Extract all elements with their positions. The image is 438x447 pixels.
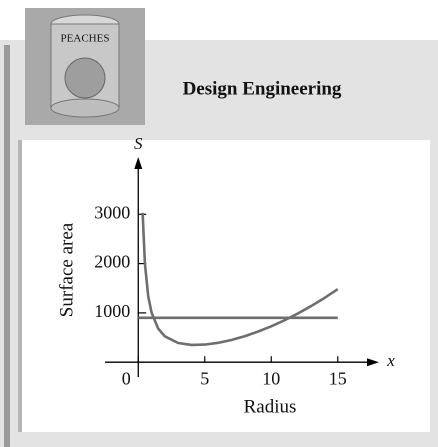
page: PEACHES Design Engineering x S Radius Surfa… [0, 0, 438, 447]
figure: PEACHES Design Engineering x S Radius Surfa… [0, 0, 438, 447]
x-axis-label: Radius [244, 396, 297, 417]
y-tick-label: 1000 [94, 301, 130, 321]
chart-box [18, 140, 430, 432]
x-tick-label: 5 [200, 368, 209, 388]
x-tick-label: 10 [262, 368, 280, 388]
y-axis-label: Surface area [56, 222, 77, 317]
can-label: PEACHES [61, 33, 110, 45]
x-axis-name: x [386, 351, 395, 370]
chart-box-edge [18, 140, 22, 432]
y-tick-label: 2000 [94, 252, 130, 272]
y-tick-label: 3000 [94, 202, 130, 222]
section-title: Design Engineering [183, 78, 342, 99]
panel-edge [4, 45, 10, 447]
x-tick-label: 15 [329, 368, 347, 388]
y-axis-name: S [134, 134, 143, 153]
x-tick-label: 0 [122, 368, 131, 388]
can-icon: PEACHES [25, 8, 145, 125]
